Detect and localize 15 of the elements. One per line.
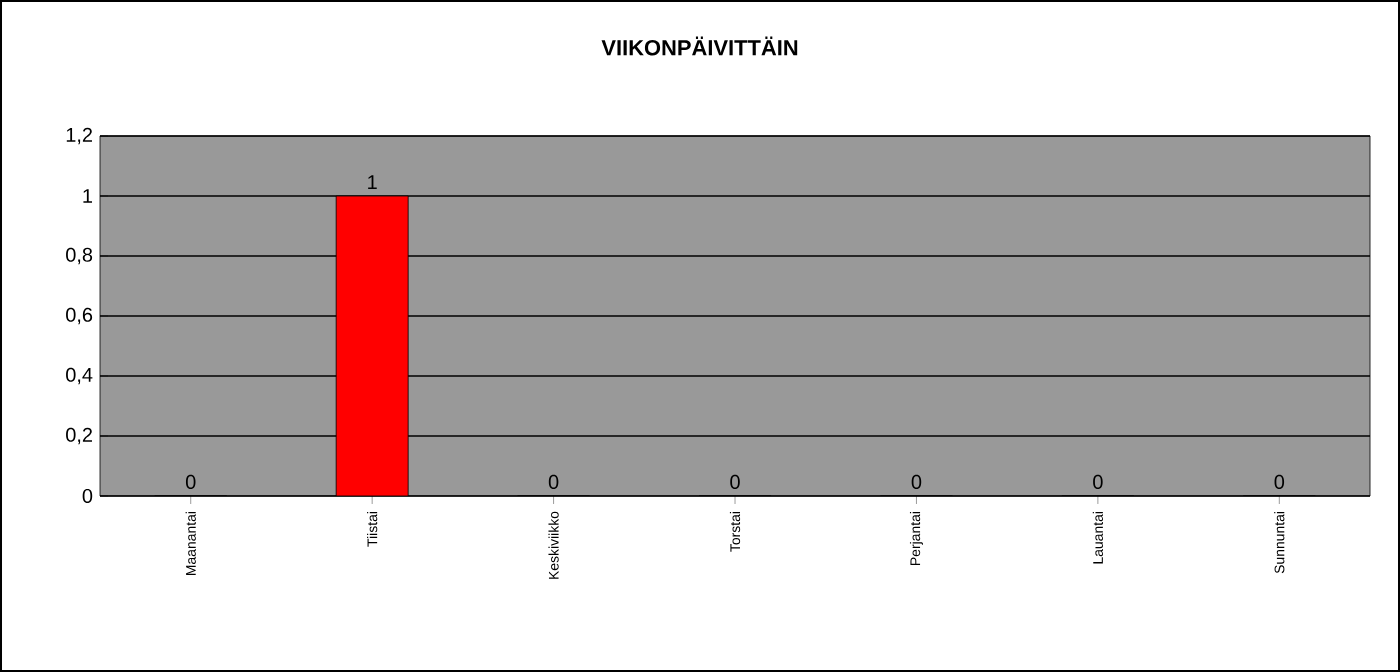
data-label: 0	[185, 474, 196, 489]
y-tick-label: 0,4	[66, 367, 93, 385]
data-label: 0	[548, 474, 559, 489]
chart-title: VIIKONPÄIVITTÄIN	[601, 36, 798, 56]
y-tick-label: 1,2	[66, 127, 92, 145]
y-tick-label: 0	[82, 488, 93, 504]
data-label: 1	[368, 175, 377, 189]
data-label: 0	[730, 474, 740, 489]
data-label: 0	[1274, 474, 1285, 489]
y-tick-label: 0,8	[66, 247, 93, 265]
y-tick-label: 0,2	[66, 427, 92, 445]
y-tick-label: 0,6	[66, 307, 93, 325]
data-label: 0	[911, 474, 922, 489]
data-label: 0	[1093, 474, 1103, 489]
y-tick-label: 1	[83, 189, 93, 203]
